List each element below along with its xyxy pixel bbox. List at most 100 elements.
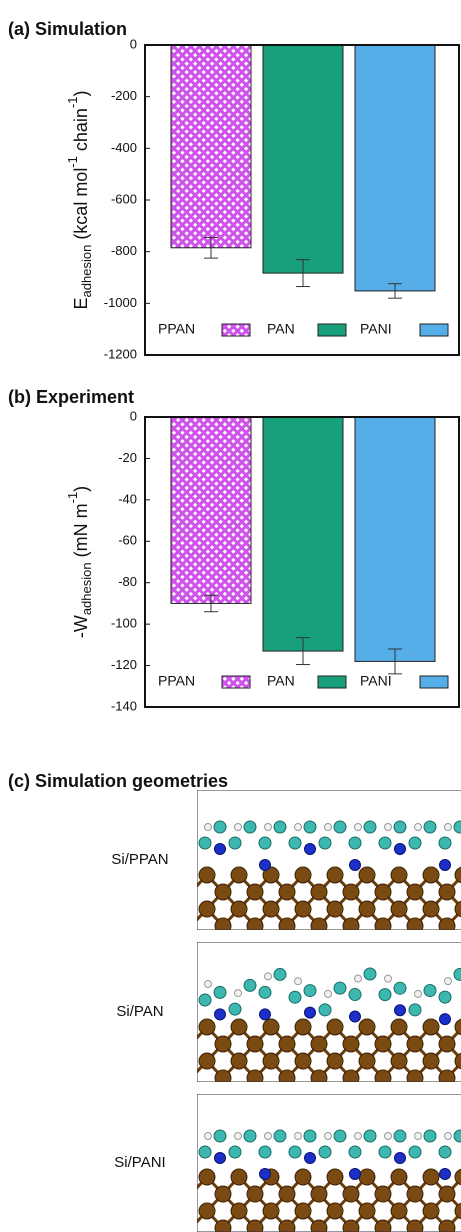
- si-atom: [359, 1169, 375, 1185]
- legend-swatch: [318, 676, 346, 688]
- h-atom: [415, 990, 422, 997]
- si-atom: [295, 901, 311, 917]
- si-atom: [279, 1186, 295, 1202]
- c-atom: [304, 1130, 316, 1142]
- si-atom: [199, 901, 215, 917]
- h-atom: [445, 978, 452, 985]
- h-atom: [205, 981, 212, 988]
- si-atom: [263, 1203, 279, 1219]
- n-atom: [440, 860, 451, 871]
- si-atom: [423, 867, 439, 883]
- y-axis-label-part: ): [71, 486, 91, 492]
- si-atom: [423, 901, 439, 917]
- si-atom: [423, 1203, 439, 1219]
- si-atom: [295, 1053, 311, 1069]
- y-tick-label: 0: [130, 408, 137, 423]
- y-axis-label-part: adhesion: [79, 562, 94, 615]
- si-atom: [199, 1203, 215, 1219]
- c-atom: [409, 1146, 421, 1158]
- c-atom: [424, 1130, 436, 1142]
- y-axis-label-part: (mN m: [71, 503, 91, 562]
- h-atom: [235, 990, 242, 997]
- c-atom: [439, 991, 451, 1003]
- c-atom: [334, 821, 346, 833]
- si-atom: [199, 867, 215, 883]
- h-atom: [265, 973, 272, 980]
- c-atom: [289, 1146, 301, 1158]
- h-atom: [415, 824, 422, 831]
- bar: [171, 45, 251, 248]
- n-atom: [305, 844, 316, 855]
- si-atom: [231, 1203, 247, 1219]
- molecule-image: [191, 1094, 461, 1232]
- y-axis-label-part: adhesion: [79, 245, 94, 298]
- c-atom: [424, 821, 436, 833]
- si-atom: [295, 1169, 311, 1185]
- y-axis-label-part: -1: [65, 492, 80, 504]
- legend-label: PPAN: [158, 673, 195, 689]
- c-atom: [289, 991, 301, 1003]
- c-atom: [454, 821, 461, 833]
- si-atom: [327, 1053, 343, 1069]
- si-atom: [247, 884, 263, 900]
- n-atom: [350, 1169, 361, 1180]
- si-atom: [343, 1220, 359, 1232]
- n-atom: [215, 844, 226, 855]
- legend-label: PAN: [267, 321, 295, 337]
- c-atom: [259, 837, 271, 849]
- y-axis-label-part: E: [71, 297, 91, 309]
- n-atom: [395, 844, 406, 855]
- c-atom: [394, 982, 406, 994]
- si-atom: [231, 1053, 247, 1069]
- h-atom: [295, 978, 302, 985]
- c-atom: [364, 1130, 376, 1142]
- c-atom: [274, 821, 286, 833]
- si-atom: [375, 884, 391, 900]
- legend-swatch: [420, 676, 448, 688]
- si-atom: [343, 1070, 359, 1086]
- c-atom: [379, 837, 391, 849]
- y-axis-label: -Wadhesion (mN m-1): [65, 486, 94, 638]
- n-atom: [305, 1153, 316, 1164]
- si-atom: [263, 901, 279, 917]
- h-atom: [295, 824, 302, 831]
- y-tick-label: -40: [118, 491, 137, 506]
- si-atom: [311, 1220, 327, 1232]
- h-atom: [385, 824, 392, 831]
- n-atom: [350, 860, 361, 871]
- si-atom: [375, 1186, 391, 1202]
- h-atom: [205, 1133, 212, 1140]
- n-atom: [260, 1009, 271, 1020]
- y-tick-label: -140: [111, 698, 137, 713]
- si-atom: [311, 884, 327, 900]
- si-atom: [263, 1019, 279, 1035]
- y-tick-label: -800: [111, 243, 137, 258]
- si-atom: [407, 1070, 423, 1086]
- c-atom: [409, 837, 421, 849]
- si-atom: [391, 867, 407, 883]
- si-atom: [343, 1036, 359, 1052]
- si-atom: [407, 918, 423, 934]
- si-atom: [311, 918, 327, 934]
- si-atom: [407, 1036, 423, 1052]
- legend-label: PANI: [360, 673, 392, 689]
- h-atom: [265, 824, 272, 831]
- molecule-image: [191, 790, 461, 943]
- c-atom: [319, 1146, 331, 1158]
- si-atom: [215, 1220, 231, 1232]
- si-atom: [359, 1053, 375, 1069]
- c-atom: [334, 1130, 346, 1142]
- c-atom: [244, 1130, 256, 1142]
- h-atom: [355, 1133, 362, 1140]
- y-axis-label-part: ): [71, 91, 91, 97]
- c-atom: [439, 1146, 451, 1158]
- si-atom: [423, 1169, 439, 1185]
- c-atom: [304, 821, 316, 833]
- y-axis-label: Eadhesion (kcal mol-1 chain-1): [65, 91, 94, 310]
- c-atom: [274, 968, 286, 980]
- c-atom: [364, 968, 376, 980]
- bar: [171, 417, 251, 603]
- si-atom: [391, 1203, 407, 1219]
- si-atom: [327, 901, 343, 917]
- si-atom: [375, 1220, 391, 1232]
